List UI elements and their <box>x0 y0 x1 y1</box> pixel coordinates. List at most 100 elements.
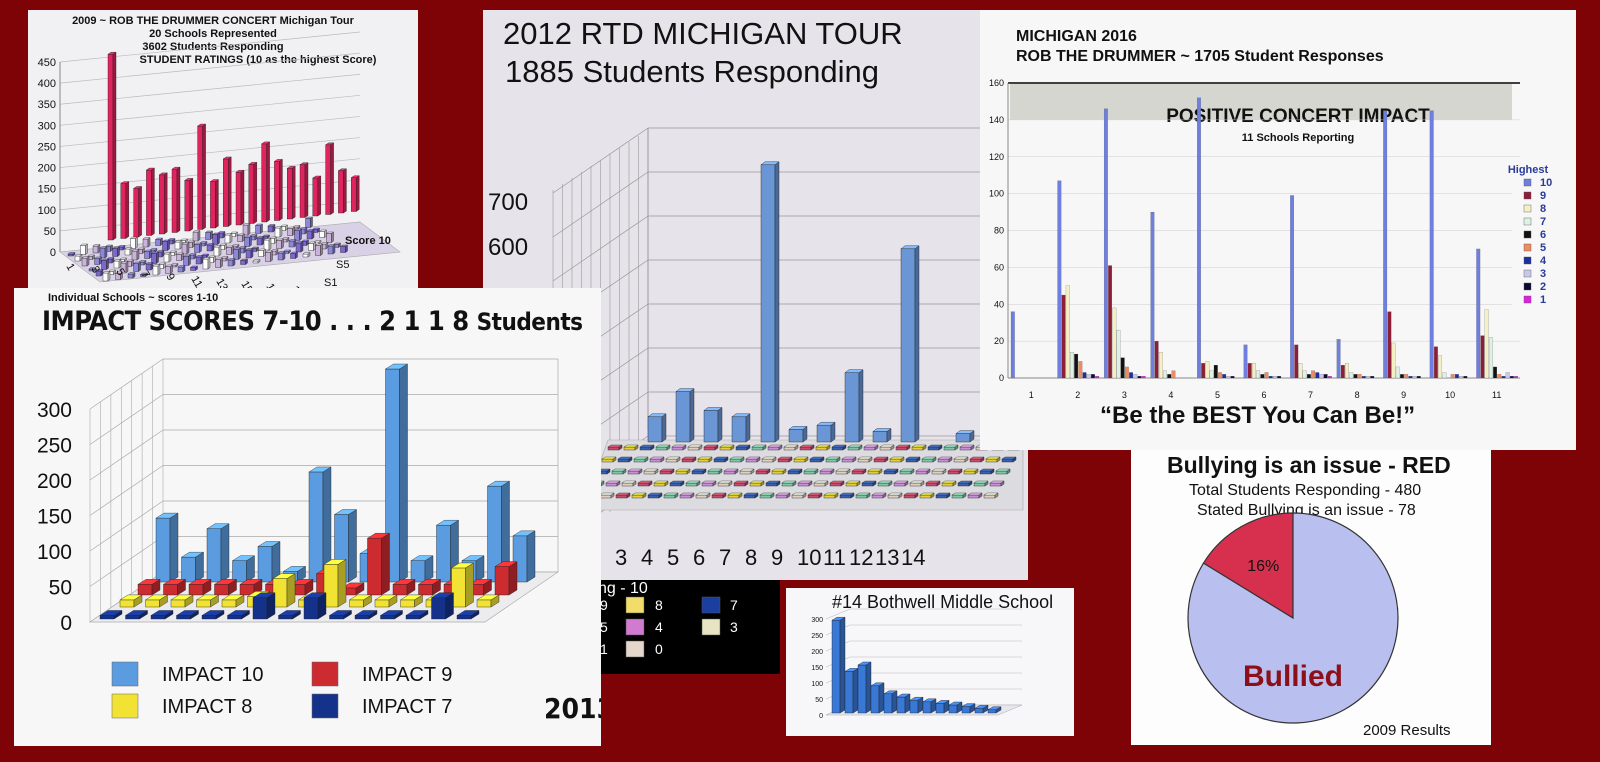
chart-2012-floor-bar <box>813 480 829 487</box>
chart-2016-bar <box>1201 363 1206 379</box>
chart-2009-floor-bar <box>102 271 111 282</box>
chart-2009-bar <box>107 51 117 241</box>
chart-2009-y-tick: 100 <box>38 205 56 217</box>
chart-2012-legend-swatch <box>625 596 645 614</box>
chart-2016-bar <box>1163 370 1167 379</box>
chart-2012-plot: 700600234567891011121314 <box>488 127 1024 570</box>
chart-2012-floor-bar <box>889 456 905 463</box>
chart-2012-floor-bar <box>671 444 687 451</box>
chart-2016-band <box>1010 83 1512 120</box>
chart-2016-y-tick: 40 <box>994 299 1004 309</box>
chart-2012-floor-bar <box>905 456 921 463</box>
chart-2009-floor-bar <box>154 237 164 246</box>
chart-2012-x-tick: 7 <box>719 545 731 570</box>
chart-2016-bar <box>1361 376 1366 379</box>
chart-2013-bar <box>456 610 480 620</box>
chart-bully-footer: 2009 Results <box>1363 722 1451 739</box>
chart-bothwell-y-tick: 300 <box>811 617 823 624</box>
chart-2009-bar <box>299 162 309 218</box>
chart-bothwell-y-tick: 200 <box>811 649 823 656</box>
chart-2016-title-line1: MICHIGAN 2016 <box>1016 28 1137 45</box>
chart-2016-y-tick: 20 <box>994 336 1004 346</box>
chart-2016-panel: MICHIGAN 2016 ROB THE DRUMMER ~ 1705 Stu… <box>980 10 1576 450</box>
chart-bothwell-bar <box>987 706 1002 714</box>
chart-2012-floor-bar <box>787 468 803 475</box>
chart-2009-y-tick: 150 <box>38 184 56 196</box>
chart-2016-bar <box>1319 374 1324 379</box>
chart-2013-bar <box>162 578 187 596</box>
chart-2016-bar <box>1213 364 1218 379</box>
chart-2012-bar <box>816 421 836 443</box>
chart-2012-floor-bar <box>839 492 855 499</box>
chart-2016-legend-label: 5 <box>1540 242 1546 254</box>
chart-2009-floor-bar <box>325 231 335 243</box>
chart-2012-floor-bar <box>951 492 967 499</box>
chart-2009-floor-bar <box>254 223 264 234</box>
chart-2013-bar <box>486 480 511 583</box>
chart-2012-floor-bar <box>681 456 697 463</box>
chart-2012-bar <box>844 369 864 443</box>
chart-2009-bar <box>171 166 181 233</box>
chart-2009-floor-bar <box>152 264 161 276</box>
chart-2016-bar <box>1366 376 1370 379</box>
chart-2016-legend-label: 2 <box>1540 281 1546 293</box>
chart-2016-bar <box>1302 370 1307 379</box>
chart-2016-bar <box>1387 311 1392 379</box>
chart-2009-floor-bar <box>327 244 336 255</box>
chart-2016-x-tick: 3 <box>1122 390 1127 400</box>
chart-2012-floor-bar <box>985 456 1001 463</box>
chart-2012-x-tick: 14 <box>901 545 925 570</box>
chart-2009-floor-bar <box>117 245 126 251</box>
chart-2009-floor-bar <box>256 236 265 246</box>
chart-2012-floor-bar <box>713 456 729 463</box>
chart-2016-legend-swatch <box>1523 282 1532 291</box>
chart-2012-floor-bar <box>937 456 953 463</box>
chart-2016-x-tick: 6 <box>1261 390 1266 400</box>
chart-2012-bar <box>900 245 920 443</box>
chart-2016-bar <box>1476 248 1481 379</box>
chart-2012-floor-bar <box>687 444 703 451</box>
chart-2009-floor-bar <box>339 244 349 253</box>
chart-2012-floor-bar <box>717 480 733 487</box>
chart-2012-floor-bar <box>707 468 723 475</box>
chart-2012-floor-bar <box>703 444 719 451</box>
chart-2009-floor-bar <box>302 252 311 258</box>
chart-2013-bar <box>303 592 327 620</box>
chart-2012-floor-bar <box>791 492 807 499</box>
chart-2013-bar <box>290 578 314 596</box>
chart-2016-bar <box>1493 366 1497 379</box>
chart-2012-floor-bar <box>815 444 831 451</box>
chart-2009-floor-bar <box>289 251 299 259</box>
chart-2012-floor-bar <box>845 480 861 487</box>
chart-2009-floor-bar <box>177 265 186 273</box>
chart-2012-floor-bar <box>835 468 851 475</box>
chart-2013-bar <box>374 594 398 608</box>
chart-2016-x-tick: 9 <box>1401 390 1406 400</box>
chart-2012-floor-bar <box>771 468 787 475</box>
chart-2009-floor-bar <box>114 271 124 280</box>
chart-2016-legend-swatch <box>1523 191 1532 200</box>
chart-2009-floor-bar <box>163 252 172 263</box>
chart-2012-x-tick: 3 <box>615 545 627 570</box>
chart-2012-floor-bar <box>623 444 639 451</box>
chart-2012-legend-number: 4 <box>655 619 663 635</box>
chart-bully-slice <box>1202 512 1294 620</box>
chart-2016-bar <box>1222 374 1227 379</box>
chart-2013-bar <box>341 582 365 596</box>
chart-2016-y-tick: 60 <box>994 262 1004 272</box>
chart-2016-bar <box>1306 374 1311 379</box>
chart-2016-bar <box>1408 376 1413 379</box>
chart-bothwell-bar <box>961 703 976 714</box>
chart-2012-title-line1: 2012 RTD MICHIGAN TOUR <box>503 16 903 51</box>
chart-2012-floor-bar <box>969 456 985 463</box>
chart-2016-legend-label: 1 <box>1540 294 1546 306</box>
chart-2009-y-tick: 0 <box>50 247 56 259</box>
chart-2012-floor-bar <box>697 456 713 463</box>
chart-2009-panel: 2009 ~ ROB THE DRUMMER CONCERT Michigan … <box>28 10 418 295</box>
chart-2016-legend-bg <box>1512 160 1576 320</box>
chart-2016-bar <box>1197 97 1201 379</box>
chart-2013-bar <box>99 610 123 620</box>
chart-2009-floor-bar <box>263 238 272 251</box>
chart-2012-floor-bar <box>621 480 637 487</box>
chart-2009-floor-bar <box>231 244 240 249</box>
